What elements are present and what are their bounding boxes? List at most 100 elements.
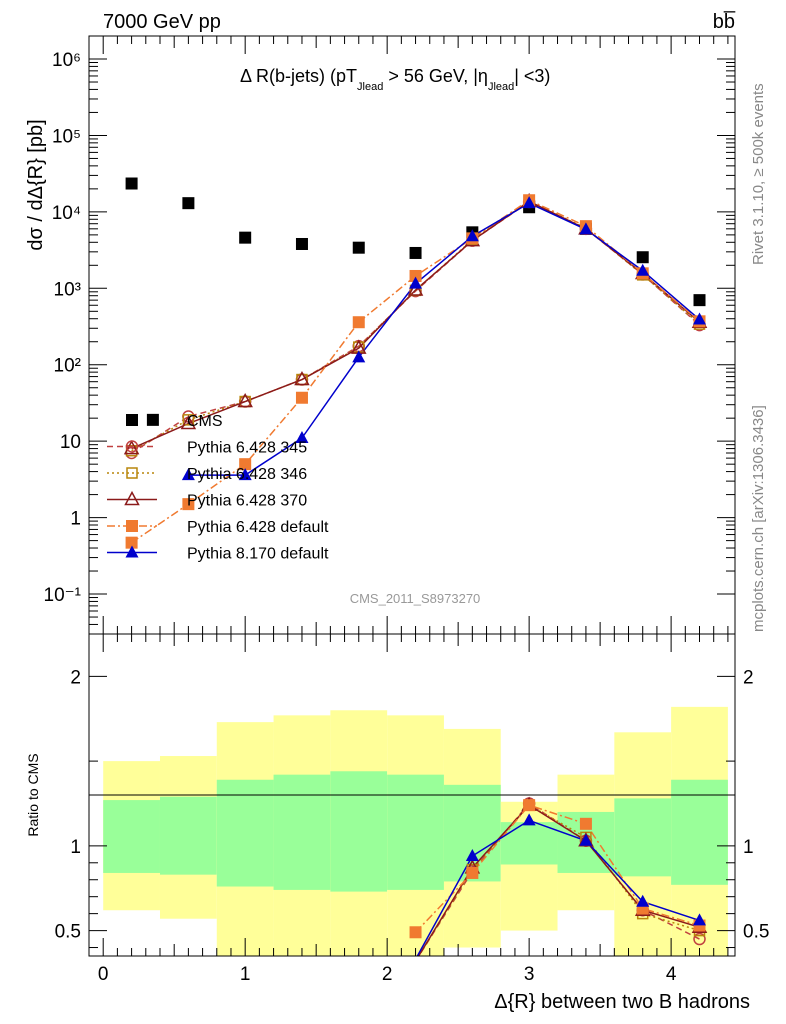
data-point-s0-1 bbox=[146, 413, 159, 426]
ratio-y-tick-label-right-0: 0.5 bbox=[743, 922, 769, 943]
ratio-inner-band-10 bbox=[671, 779, 728, 885]
legend: CMS Pythia 6.428 345 Pythia 6.428 346 Pythi… bbox=[107, 413, 329, 563]
side-label-top: Rivet 3.1.10, ≥ 500k events bbox=[750, 83, 767, 265]
watermark-label: CMS_2011_S8973270 bbox=[350, 591, 481, 606]
ratio-point-s3-3 bbox=[579, 817, 592, 830]
data-point-s5-1 bbox=[238, 468, 252, 481]
legend-label-5: Pythia 8.170 default bbox=[187, 546, 329, 563]
data-point-s0-4 bbox=[295, 237, 308, 250]
data-point-s4-1 bbox=[182, 498, 195, 511]
data-point-s5-3 bbox=[352, 350, 366, 363]
data-point-s5-7 bbox=[579, 222, 593, 235]
ratio-y-tick-label-right-1: 1 bbox=[743, 837, 754, 858]
ratio-plot: 0.5 0.5 1 1 2 2 0 1 2 3 4 Ratio to CMS Δ{R} betwee… bbox=[25, 633, 769, 1013]
side-label-bottom: mcplots.cern.ch [arXiv:1306.3436] bbox=[750, 405, 767, 632]
ratio-inner-band-4 bbox=[330, 771, 388, 892]
ratio-plot-frame bbox=[88, 633, 736, 957]
legend-marker-0 bbox=[126, 414, 138, 426]
legend-label-0: CMS bbox=[187, 413, 223, 430]
ratio-point-s3-2 bbox=[523, 799, 536, 812]
legend-marker-1 bbox=[125, 440, 139, 453]
data-point-s5-0 bbox=[181, 468, 195, 481]
ratio-point-s4-5 bbox=[693, 913, 707, 926]
data-point-s5-6 bbox=[522, 196, 536, 209]
data-point-s2-1 bbox=[182, 414, 195, 426]
data-point-s0-6 bbox=[409, 246, 422, 259]
x-tick-label-0: 0 bbox=[98, 964, 109, 985]
x-tick-label-2: 2 bbox=[382, 964, 393, 985]
data-point-s4-3 bbox=[295, 391, 308, 404]
data-point-s0-5 bbox=[352, 241, 365, 254]
ratio-point-s4-3 bbox=[579, 833, 593, 846]
main-y-axis-label: dσ / dΔ{R} [pb] bbox=[25, 119, 47, 250]
data-point-s3-2 bbox=[237, 392, 253, 408]
main-y-tick-label-5: 10⁴ bbox=[52, 203, 81, 224]
data-point-s3-1 bbox=[180, 414, 197, 430]
legend-label-2: Pythia 6.428 346 bbox=[187, 466, 307, 483]
data-point-s0-2 bbox=[182, 197, 195, 210]
series-line-5 bbox=[188, 202, 700, 476]
header-left-label: 7000 GeV pp bbox=[103, 11, 221, 33]
data-point-s0-10 bbox=[636, 251, 649, 264]
ratio-line-1 bbox=[417, 804, 700, 956]
header-right-label: bb̅ bbox=[713, 10, 736, 33]
legend-label-3: Pythia 6.428 370 bbox=[187, 493, 307, 510]
ratio-inner-band-2 bbox=[216, 779, 274, 887]
data-point-s5-8 bbox=[636, 263, 650, 276]
ratio-point-s0-5 bbox=[693, 932, 706, 946]
legend-label-1: Pythia 6.428 345 bbox=[187, 440, 307, 457]
data-point-s5-4 bbox=[409, 276, 423, 289]
ratio-line-3 bbox=[415, 804, 700, 933]
data-point-s0-0 bbox=[125, 177, 138, 190]
ratio-inner-band-3 bbox=[273, 774, 331, 890]
legend-marker-4 bbox=[126, 520, 138, 532]
ratio-y-tick-label-0: 0.5 bbox=[55, 922, 81, 943]
data-point-s3-5 bbox=[407, 281, 424, 296]
data-point-s4-5 bbox=[409, 269, 422, 282]
x-tick-label-1: 1 bbox=[240, 964, 251, 985]
data-point-s5-9 bbox=[693, 312, 707, 325]
plot-title: Δ R(b-jets) (pTJlead > 56 GeV, |ηJlead| … bbox=[240, 66, 550, 93]
ratio-inner-band-1 bbox=[159, 796, 217, 875]
data-point-s0-11 bbox=[693, 294, 706, 307]
legend-marker-3 bbox=[124, 490, 140, 506]
main-plot-frame bbox=[88, 35, 736, 635]
ratio-inner-band-7 bbox=[500, 822, 558, 865]
legend-marker-2 bbox=[126, 467, 138, 479]
ratio-inner-band-0 bbox=[103, 800, 160, 873]
x-tick-label-4: 4 bbox=[666, 964, 677, 985]
ratio-y-tick-label-2: 2 bbox=[70, 667, 81, 688]
ratio-y-tick-label-right-2: 2 bbox=[743, 667, 754, 688]
data-point-s0-3 bbox=[239, 231, 252, 244]
data-point-s4-2 bbox=[239, 458, 252, 471]
data-point-s5-5 bbox=[465, 229, 479, 242]
ratio-line-4 bbox=[416, 819, 700, 956]
ratio-line-0 bbox=[417, 802, 700, 956]
main-y-tick-label-6: 10⁵ bbox=[52, 126, 81, 147]
main-y-tick-label-4: 10³ bbox=[54, 279, 81, 300]
ratio-point-s3-1 bbox=[466, 866, 479, 879]
data-point-s4-4 bbox=[352, 316, 365, 329]
legend-marker-5 bbox=[125, 545, 139, 558]
ratio-point-s4-1 bbox=[465, 849, 479, 862]
ratio-point-s4-4 bbox=[636, 894, 650, 907]
data-point-s3-0 bbox=[123, 440, 140, 455]
main-y-tick-label-1: 1 bbox=[70, 509, 81, 530]
main-y-tick-label-2: 10 bbox=[60, 432, 81, 453]
ratio-y-axis-label: Ratio to CMS bbox=[25, 753, 41, 836]
main-plot: 10⁻¹ 1 10 10² 10³ 10⁴ 10⁵ 10⁶ Δ R(b-jets) (pTJl… bbox=[25, 35, 736, 635]
x-tick-label-3: 3 bbox=[524, 964, 535, 985]
series-line-3 bbox=[131, 200, 700, 450]
main-y-tick-label-7: 10⁶ bbox=[52, 50, 81, 71]
data-point-s4-0 bbox=[125, 536, 138, 549]
series-line-4 bbox=[131, 199, 700, 544]
data-point-s3-3 bbox=[294, 370, 310, 386]
ratio-point-s4-2 bbox=[522, 813, 536, 826]
main-y-tick-label-0: 10⁻¹ bbox=[44, 585, 82, 606]
main-y-tick-label-3: 10² bbox=[54, 356, 81, 377]
x-axis-label: Δ{R} between two B hadrons bbox=[494, 991, 750, 1013]
legend-label-4: Pythia 6.428 default bbox=[187, 519, 329, 536]
ratio-inner-band-9 bbox=[614, 798, 672, 877]
ratio-point-s3-0 bbox=[409, 926, 422, 939]
